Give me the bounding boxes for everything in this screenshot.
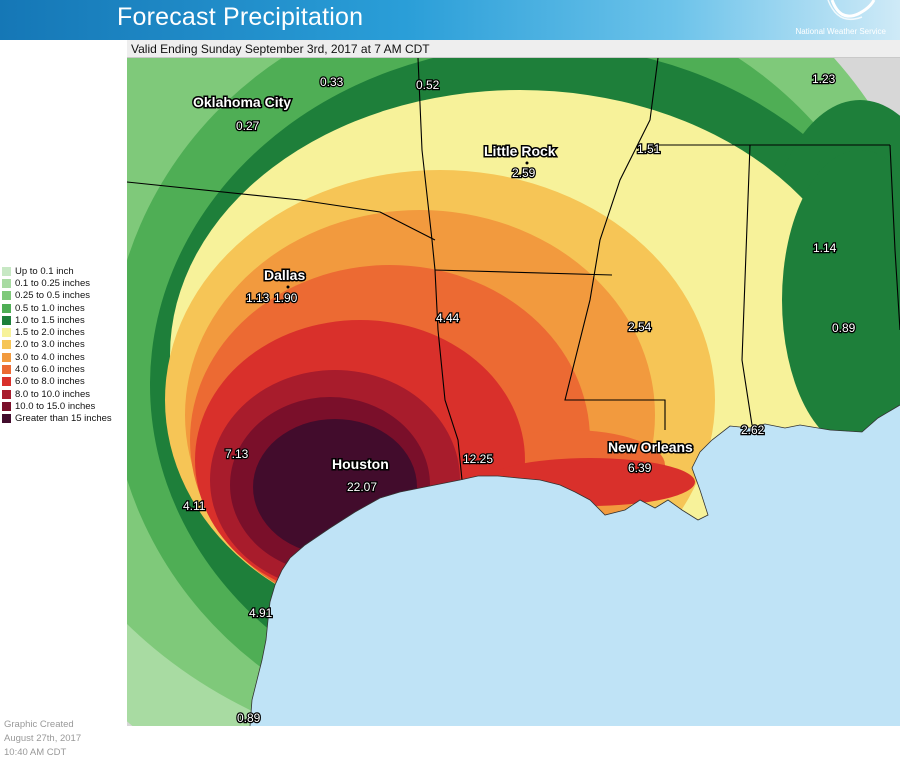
valid-time-bar: Valid Ending Sunday September 3rd, 2017 …	[127, 40, 900, 58]
ms-al-border	[741, 144, 753, 426]
state-borders	[127, 58, 900, 481]
amount-label: 1.13	[246, 291, 270, 305]
legend-row: 2.0 to 3.0 inches	[2, 339, 112, 351]
amount-label: 2.59	[512, 166, 536, 180]
dallas-dot	[286, 285, 290, 289]
legend-row: 4.0 to 6.0 inches	[2, 363, 112, 375]
legend-swatch	[2, 303, 11, 313]
legend-label: 3.0 to 4.0 inches	[15, 351, 85, 363]
tx-la-border	[431, 239, 463, 481]
amount-label: 22.07	[347, 480, 377, 494]
header-banner: Forecast Precipitation National Weather …	[0, 0, 900, 40]
legend-row: 10.0 to 15.0 inches	[2, 400, 112, 412]
al-ga-border	[889, 144, 900, 331]
legend-row: 0.5 to 1.0 inches	[2, 302, 112, 314]
legend-row: 0.1 to 0.25 inches	[2, 277, 112, 289]
legend-swatch	[2, 352, 11, 362]
legend-label: 2.0 to 3.0 inches	[15, 339, 85, 351]
legend-label: Up to 0.1 inch	[15, 265, 74, 277]
legend-label: 1.0 to 1.5 inches	[15, 314, 85, 326]
legend-swatch	[2, 401, 11, 411]
legend-label: 0.25 to 0.5 inches	[15, 290, 90, 302]
ok-ar-border	[417, 58, 433, 241]
city-dots	[286, 161, 529, 289]
amount-label: 4.11	[183, 499, 206, 513]
created-line-1: Graphic Created	[4, 719, 74, 730]
amount-label: 0.89	[237, 711, 261, 725]
amount-label: 6.39	[628, 461, 652, 475]
legend-label: 10.0 to 15.0 inches	[15, 400, 96, 412]
legend-swatch	[2, 315, 11, 325]
legend-label: 0.1 to 0.25 inches	[15, 277, 90, 289]
amount-label: 7.13	[225, 447, 249, 461]
legend-row: Greater than 15 inches	[2, 413, 112, 425]
created-line-2: August 27th, 2017	[4, 733, 82, 744]
created-line-3: 10:40 AM CDT	[4, 747, 67, 758]
sidebar: Up to 0.1 inch 0.1 to 0.25 inches 0.25 to …	[0, 40, 127, 758]
mississippi-river	[564, 58, 666, 430]
city-houston: Houston	[332, 456, 389, 472]
legend-swatch	[2, 414, 11, 424]
amount-label: 1.90	[274, 291, 298, 305]
amount-label: 1.51	[637, 142, 661, 156]
legend-row: 0.25 to 0.5 inches	[2, 290, 112, 302]
graphic-created-note: Graphic Created August 27th, 2017 10:40 …	[4, 718, 81, 760]
amount-label: 0.27	[236, 119, 260, 133]
precip-map: Oklahoma City Dallas Little Rock Houston…	[127, 58, 900, 726]
city-labels: Oklahoma City Dallas Little Rock Houston…	[192, 93, 695, 474]
legend-swatch	[2, 377, 11, 387]
coastline	[249, 404, 900, 726]
legend-label: 6.0 to 8.0 inches	[15, 376, 85, 388]
legend-swatch	[2, 278, 11, 288]
amount-label: 2.62	[741, 423, 765, 437]
legend-swatch	[2, 266, 11, 276]
legend-label: 1.5 to 2.0 inches	[15, 327, 85, 339]
amount-label: 4.91	[249, 606, 273, 620]
legend-row: 8.0 to 10.0 inches	[2, 388, 112, 400]
legend-swatch	[2, 340, 11, 350]
amount-label: 12.25	[463, 452, 493, 466]
amount-label: 1.14	[813, 241, 837, 255]
legend-row: 6.0 to 8.0 inches	[2, 376, 112, 388]
legend-swatch	[2, 291, 11, 301]
amount-label: 1.23	[812, 72, 836, 86]
legend-swatch	[2, 365, 11, 375]
map-title: Forecast Precipitation	[117, 3, 364, 31]
little-rock-dot	[525, 161, 529, 165]
city-oklahoma-city: Oklahoma City	[193, 94, 291, 110]
city-little-rock: Little Rock	[484, 143, 556, 159]
amount-label: 2.54	[628, 320, 652, 334]
legend-row: 1.0 to 1.5 inches	[2, 314, 112, 326]
amount-labels: 0.27 0.33 0.52 1.23 1.51 1.14 0.89 2.59 …	[182, 71, 857, 726]
ok-tx-border	[127, 181, 436, 241]
legend-swatch	[2, 389, 11, 399]
legend-row: Up to 0.1 inch	[2, 265, 112, 277]
zone-green-east-2	[782, 150, 900, 450]
nws-logo-icon	[827, 0, 876, 21]
legend-label: 0.5 to 1.0 inches	[15, 302, 85, 314]
legend-label: 4.0 to 6.0 inches	[15, 364, 85, 376]
city-new-orleans: New Orleans	[608, 439, 693, 455]
ar-la-border	[434, 269, 613, 276]
legend-row: 1.5 to 2.0 inches	[2, 326, 112, 338]
amount-label: 0.52	[416, 78, 440, 92]
valid-time-text: Valid Ending Sunday September 3rd, 2017 …	[131, 42, 430, 56]
precip-legend: Up to 0.1 inch 0.1 to 0.25 inches 0.25 to …	[2, 265, 112, 425]
legend-row: 3.0 to 4.0 inches	[2, 351, 112, 363]
legend-swatch	[2, 328, 11, 338]
amount-label: 0.89	[832, 321, 856, 335]
legend-label: Greater than 15 inches	[15, 413, 112, 425]
agency-label: National Weather Service	[795, 27, 886, 36]
amount-label: 4.44	[436, 311, 460, 325]
amount-label: 0.33	[320, 75, 344, 89]
city-dallas: Dallas	[264, 267, 305, 283]
legend-label: 8.0 to 10.0 inches	[15, 388, 90, 400]
